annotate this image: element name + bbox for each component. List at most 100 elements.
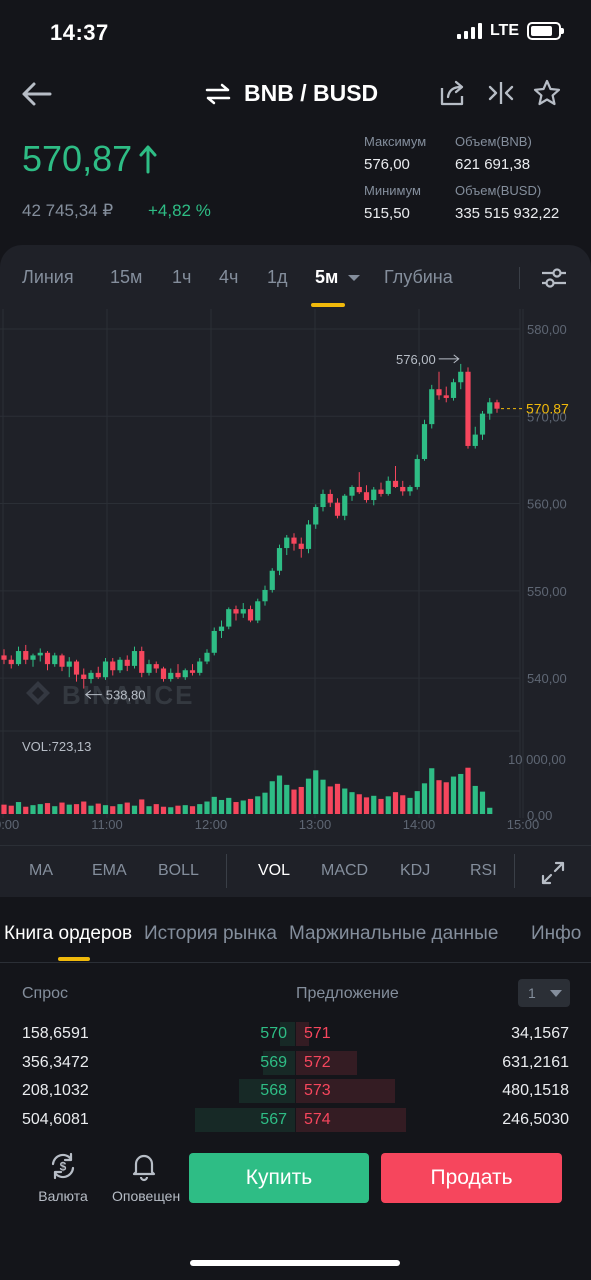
sell-button[interactable]: Продать (381, 1153, 562, 1203)
chart-settings-icon[interactable] (540, 265, 568, 291)
compare-icon[interactable] (486, 78, 516, 108)
volume-bar (349, 792, 355, 814)
candle-body (131, 651, 138, 666)
tab-15m[interactable]: 15м (110, 267, 143, 287)
stat-low-value: 515,50 (364, 205, 410, 222)
candle-body (298, 543, 304, 549)
volume-bar (313, 770, 319, 814)
order-book-row[interactable]: 158,6591 570 571 34,1567 (0, 1022, 591, 1050)
indicator-divider (226, 854, 227, 888)
order-book-row[interactable]: 356,3472 569 572 631,2161 (0, 1050, 591, 1079)
back-arrow-icon[interactable] (20, 80, 52, 108)
tab-5m[interactable]: 5м (315, 267, 361, 288)
volume-bar (30, 805, 36, 814)
bid-price: 569 (260, 1053, 287, 1071)
pair-selector[interactable]: BNB / BUSD (204, 80, 378, 107)
volume-bar (291, 789, 297, 814)
indicator-macd[interactable]: MACD (321, 862, 369, 879)
volume-bar (211, 796, 217, 814)
volume-bar (110, 806, 116, 814)
volume-bar (218, 799, 225, 814)
candle-body (44, 652, 51, 665)
bid-quantity: 208,1032 (22, 1082, 89, 1100)
time-tick-label: 13:00 (299, 817, 332, 832)
volume-bar (59, 802, 65, 814)
tab-order-book[interactable]: Книга ордеров (4, 923, 133, 944)
candle-body (356, 486, 362, 493)
order-book-row[interactable]: 504,6081 567 574 246,5030 (0, 1108, 591, 1136)
bid-depth-bar (263, 1050, 295, 1075)
top-nav: BNB / BUSD (0, 70, 591, 120)
buy-button[interactable]: Купить (189, 1153, 369, 1203)
candle-body (378, 489, 384, 494)
bid-quantity: 504,6081 (22, 1111, 89, 1129)
volume-bar (81, 801, 87, 814)
bottom-bar: $ Валюта Оповещен Купить Продать (0, 1140, 591, 1280)
ask-price: 573 (304, 1082, 331, 1100)
currency-button[interactable]: $ Валюта (32, 1150, 94, 1204)
tab-1d[interactable]: 1д (267, 267, 288, 287)
low-marker-arrow (84, 690, 102, 699)
order-book-row[interactable]: 208,1032 568 573 480,1518 (0, 1079, 591, 1107)
volume-bar (37, 804, 43, 814)
volume-bar (233, 802, 239, 814)
time-tick-label: 12:00 (195, 817, 228, 832)
volume-bar (334, 783, 341, 814)
svg-text:$: $ (60, 1160, 67, 1174)
indicator-vol[interactable]: VOL (258, 862, 291, 879)
volume-bar (175, 805, 181, 814)
stat-vol-base: Объем(BNB) 621 691,38 (455, 134, 532, 173)
candle-body (247, 609, 254, 621)
precision-select[interactable]: 1 (518, 979, 570, 1007)
share-icon[interactable] (437, 78, 467, 108)
bid-quantity: 356,3472 (22, 1053, 89, 1071)
tab-depth[interactable]: Глубина (384, 267, 453, 287)
volume-bar (15, 802, 22, 814)
tab-line[interactable]: Линия (22, 267, 74, 287)
network-type: LTE (489, 22, 519, 39)
candle-body (1, 655, 7, 660)
candle-body (458, 371, 464, 383)
tab-4h[interactable]: 4ч (219, 267, 239, 287)
stat-vol-quote: Объем(BUSD) 335 515 932,22 (455, 183, 559, 222)
volume-bar (168, 807, 174, 814)
volume-bar (88, 805, 94, 814)
tab-info[interactable]: Инфо (531, 923, 582, 944)
precision-value: 1 (528, 985, 536, 1001)
volume-bar (378, 798, 384, 814)
fullscreen-icon[interactable] (540, 860, 566, 886)
alerts-button[interactable]: Оповещен (112, 1150, 188, 1204)
star-icon[interactable] (532, 78, 562, 108)
indicator-ma[interactable]: MA (29, 862, 53, 879)
candle-body (465, 371, 471, 446)
volume-bar (66, 804, 72, 814)
high-marker-arrow (438, 354, 460, 364)
indicator-boll[interactable]: BOLL (158, 862, 199, 879)
candle-body (81, 674, 87, 679)
indicator-kdj[interactable]: KDJ (400, 862, 431, 879)
tab-market-history[interactable]: История рынка (144, 923, 277, 944)
candlestick-chart[interactable]: 580,00570,00560,00550,00540,00BINANCE10 … (0, 309, 591, 845)
indicator-ema[interactable]: EMA (92, 862, 127, 879)
volume-bar (8, 805, 14, 814)
bid-quantity: 158,6591 (22, 1025, 89, 1042)
candle-body (479, 413, 486, 435)
active-tab-indicator (311, 303, 345, 307)
candle-body (400, 486, 406, 492)
tab-1h[interactable]: 1ч (172, 267, 192, 287)
price-tick-label: 540,00 (527, 671, 567, 686)
volume-bar (450, 776, 457, 814)
candle-body (443, 395, 449, 398)
candle-body (59, 655, 65, 667)
volume-bar (371, 795, 377, 814)
volume-bar (247, 798, 254, 814)
candle-body (371, 489, 377, 501)
tab-margin-data[interactable]: Маржинальные данные (289, 923, 499, 944)
volume-label: VOL:723,13 (22, 739, 91, 754)
indicator-rsi[interactable]: RSI (470, 862, 497, 879)
chevron-down-icon (348, 275, 361, 282)
binance-logo-icon (26, 681, 50, 705)
volume-bar (197, 804, 203, 814)
volume-bar (262, 792, 268, 814)
ask-quantity: 480,1518 (502, 1082, 569, 1100)
